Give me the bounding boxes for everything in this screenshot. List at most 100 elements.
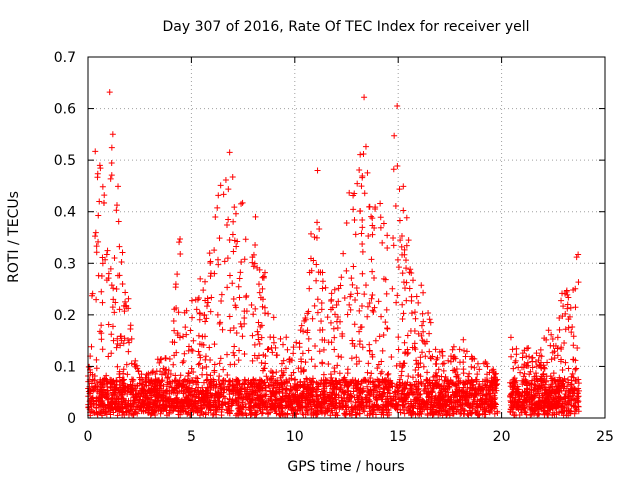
data-point: [185, 369, 192, 376]
data-point: [179, 407, 186, 414]
data-point: [430, 406, 437, 413]
data-point: [110, 337, 117, 344]
data-point: [199, 371, 206, 378]
data-point: [481, 400, 488, 407]
data-point: [382, 404, 389, 411]
data-point: [248, 411, 255, 418]
data-point: [543, 336, 550, 343]
data-point: [521, 370, 528, 377]
data-point: [110, 296, 117, 303]
data-point: [99, 183, 106, 190]
data-point: [192, 403, 199, 410]
x-tick-label: 15: [389, 429, 407, 445]
data-point: [428, 388, 435, 395]
data-point: [421, 387, 428, 394]
data-point: [200, 287, 207, 294]
data-point: [313, 234, 320, 241]
data-point: [435, 394, 442, 401]
data-point: [385, 411, 392, 418]
data-point: [511, 412, 518, 419]
data-point: [533, 363, 540, 370]
data-point: [360, 150, 367, 157]
data-point: [487, 383, 494, 390]
data-point: [359, 224, 366, 231]
data-point: [380, 275, 387, 282]
data-point: [510, 395, 517, 402]
data-point: [455, 377, 462, 384]
data-point: [394, 256, 401, 263]
data-point: [216, 373, 223, 380]
data-point: [116, 374, 123, 381]
data-point: [401, 384, 408, 391]
data-point: [284, 378, 291, 385]
data-point: [257, 393, 264, 400]
data-point: [226, 398, 233, 405]
data-point: [336, 370, 343, 377]
data-point: [440, 367, 447, 374]
data-point: [104, 247, 111, 254]
data-point: [211, 397, 218, 404]
data-point: [570, 333, 577, 340]
data-point: [400, 362, 407, 369]
data-point: [338, 354, 345, 361]
data-point: [461, 347, 468, 354]
data-point: [527, 368, 534, 375]
data-point: [320, 371, 327, 378]
data-point: [492, 370, 499, 377]
data-point: [259, 367, 266, 374]
data-point: [251, 352, 258, 359]
data-point: [108, 331, 115, 338]
data-point: [348, 355, 355, 362]
data-point: [127, 322, 134, 329]
data-point: [176, 400, 183, 407]
data-point: [256, 376, 263, 383]
data-point: [98, 403, 105, 410]
data-point: [283, 386, 290, 393]
data-point: [282, 386, 289, 393]
data-point: [321, 337, 328, 344]
data-point: [227, 327, 234, 334]
data-point: [336, 378, 343, 385]
data-point: [469, 400, 476, 407]
data-point: [540, 371, 547, 378]
data-point: [111, 309, 118, 316]
data-point: [251, 260, 258, 267]
data-point: [375, 298, 382, 305]
data-point: [437, 388, 444, 395]
data-point: [314, 411, 321, 418]
data-point: [346, 301, 353, 308]
data-point: [359, 248, 366, 255]
data-point: [372, 337, 379, 344]
data-point: [202, 391, 209, 398]
data-point: [153, 398, 160, 405]
data-point: [252, 241, 259, 248]
data-point: [124, 371, 131, 378]
data-point: [402, 394, 409, 401]
data-point: [196, 360, 203, 367]
data-point: [111, 255, 118, 262]
data-point: [407, 266, 414, 273]
data-point: [316, 226, 323, 233]
data-point: [164, 375, 171, 382]
data-point: [252, 213, 259, 220]
data-point: [389, 285, 396, 292]
data-point: [249, 391, 256, 398]
data-point: [398, 390, 405, 397]
data-point: [224, 284, 231, 291]
data-point: [358, 183, 365, 190]
data-point: [353, 284, 360, 291]
data-point: [207, 308, 214, 315]
data-point: [462, 395, 469, 402]
data-point: [225, 216, 232, 223]
data-point: [257, 400, 264, 407]
data-point: [377, 200, 384, 207]
y-axis-label: ROTI / TECUs: [6, 191, 22, 283]
data-point: [452, 399, 459, 406]
data-point: [112, 404, 119, 411]
data-point: [188, 365, 195, 372]
data-point: [293, 339, 300, 346]
data-point: [249, 332, 256, 339]
data-point: [107, 175, 114, 182]
data-point: [232, 389, 239, 396]
data-point: [262, 393, 269, 400]
